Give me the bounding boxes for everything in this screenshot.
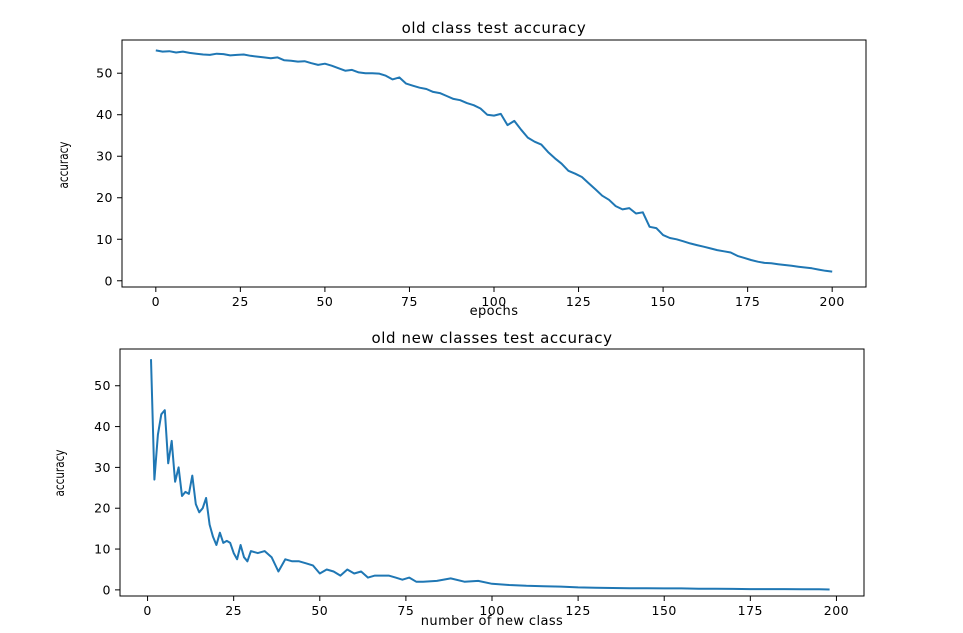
top-chart-y-ticks: 0 10 20 30 40 50 bbox=[96, 66, 122, 288]
bottom-chart-y-tick-label: 30 bbox=[94, 460, 111, 475]
bottom-chart-y-tick-label: 0 bbox=[103, 582, 111, 597]
bottom-chart-x-tick-label: 175 bbox=[738, 603, 763, 618]
top-chart-x-tick-label: 125 bbox=[566, 294, 591, 309]
bottom-chart-y-ticks: 0 10 20 30 40 50 bbox=[94, 378, 120, 597]
top-chart-x-label: epochs bbox=[470, 304, 519, 319]
top-chart-y-tick-label: 20 bbox=[96, 190, 113, 205]
top-chart-y-label: accuracy bbox=[56, 142, 71, 189]
bottom-chart-x-tick-label: 75 bbox=[397, 603, 414, 618]
top-chart-y-tick-label: 40 bbox=[96, 107, 113, 122]
top-chart-y-tick-label: 0 bbox=[105, 273, 113, 288]
top-chart-x-tick-label: 25 bbox=[232, 294, 249, 309]
top-chart-y-tick-label: 30 bbox=[96, 149, 113, 164]
bottom-chart-x-tick-label: 50 bbox=[311, 603, 328, 618]
bottom-chart-x-tick-label: 100 bbox=[479, 603, 504, 618]
bottom-chart-y-tick-label: 50 bbox=[94, 378, 111, 393]
bottom-chart-x-label: number of new class bbox=[421, 614, 563, 629]
bottom-chart-x-tick-label: 0 bbox=[143, 603, 151, 618]
bottom-chart-x-tick-label: 125 bbox=[565, 603, 590, 618]
top-chart-x-tick-label: 50 bbox=[316, 294, 333, 309]
bottom-chart-title: old new classes test accuracy bbox=[371, 329, 612, 347]
top-chart-x-ticks: 0 25 50 75 100 125 150 175 200 bbox=[152, 287, 845, 309]
bottom-chart-y-tick-label: 40 bbox=[94, 419, 111, 434]
top-chart-series-line bbox=[155, 49, 833, 273]
top-chart-x-tick-label: 150 bbox=[650, 294, 675, 309]
top-chart-y-tick-label: 10 bbox=[96, 232, 113, 247]
bottom-chart: old new classes test accuracy 0 10 20 30 40 5… bbox=[52, 329, 865, 629]
top-chart-x-tick-label: 75 bbox=[401, 294, 418, 309]
top-chart-frame bbox=[121, 39, 867, 288]
bottom-chart-frame bbox=[119, 348, 865, 597]
top-chart-y-tick-label: 50 bbox=[96, 66, 113, 81]
bottom-chart-y-tick-label: 20 bbox=[94, 501, 111, 516]
bottom-chart-x-tick-label: 150 bbox=[652, 603, 677, 618]
top-chart-x-tick-label: 100 bbox=[481, 294, 506, 309]
top-chart-x-tick-label: 0 bbox=[152, 294, 160, 309]
top-chart-title: old class test accuracy bbox=[402, 19, 587, 37]
bottom-chart-y-label: accuracy bbox=[52, 450, 67, 497]
top-chart-x-tick-label: 200 bbox=[820, 294, 845, 309]
bottom-chart-x-tick-label: 25 bbox=[225, 603, 242, 618]
top-chart: old class test accuracy 0 10 20 30 40 50 0 25 5… bbox=[56, 19, 867, 319]
bottom-chart-series-line bbox=[150, 359, 830, 591]
bottom-chart-y-tick-label: 10 bbox=[94, 542, 111, 557]
top-chart-x-tick-label: 175 bbox=[735, 294, 760, 309]
bottom-chart-x-tick-label: 200 bbox=[824, 603, 849, 618]
bottom-chart-x-ticks: 0 25 50 75 100 125 150 175 200 bbox=[143, 596, 849, 618]
